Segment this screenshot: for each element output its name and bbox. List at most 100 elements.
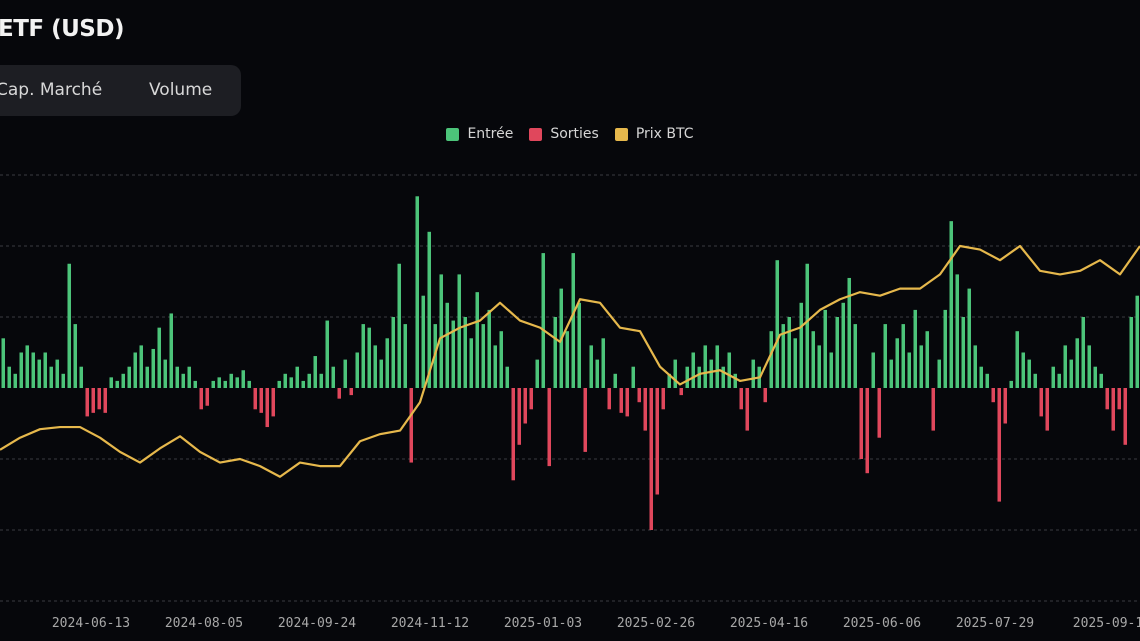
outflow-bar — [859, 388, 863, 459]
inflow-bar — [613, 373, 617, 388]
outflow-bar — [1123, 388, 1127, 445]
inflow-bar — [895, 338, 899, 388]
inflow-bar — [691, 352, 695, 388]
inflow-bar — [961, 317, 965, 388]
inflow-bar — [49, 366, 53, 388]
inflow-bar — [949, 221, 953, 388]
inflow-bar — [67, 263, 71, 388]
inflow-bar — [469, 338, 473, 388]
inflow-bar — [379, 359, 383, 388]
inflow-bar — [793, 338, 797, 388]
outflow-bar — [607, 388, 611, 410]
inflow-bar — [727, 352, 731, 388]
x-tick-label: 2025-07-29 — [956, 616, 1034, 631]
inflow-bar — [19, 352, 23, 388]
inflow-bar — [175, 366, 179, 388]
outflow-bar — [661, 388, 665, 410]
inflow-bar — [343, 359, 347, 388]
inflow-bar — [427, 231, 431, 388]
inflow-bar — [985, 373, 989, 388]
inflow-bar — [481, 324, 485, 388]
inflow-bar — [943, 309, 947, 388]
inflow-bar — [499, 331, 503, 388]
outflow-bar — [745, 388, 749, 431]
inflow-bar — [847, 277, 851, 388]
outflow-bar — [997, 388, 1001, 502]
inflow-bar — [589, 345, 593, 388]
outflow-bar — [931, 388, 935, 431]
outflow-bar — [517, 388, 521, 445]
outflow-bar — [583, 388, 587, 452]
inflow-bar — [889, 359, 893, 388]
inflow-bar — [295, 366, 299, 388]
inflow-bar — [1, 338, 5, 388]
inflow-bar — [709, 359, 713, 388]
outflow-bar — [259, 388, 263, 413]
legend-inflow[interactable]: Entrée — [446, 126, 513, 142]
inflow-bar — [475, 292, 479, 388]
inflow-bar — [313, 356, 317, 388]
inflow-bar — [187, 366, 191, 388]
inflow-bar — [127, 366, 131, 388]
inflow-bar — [1021, 352, 1025, 388]
x-tick-label: 2025-01-03 — [504, 616, 582, 631]
inflow-bar — [163, 359, 167, 388]
tab-market-cap[interactable]: Cap. Marché — [0, 80, 103, 100]
inflow-bar — [115, 380, 119, 388]
inflow-bar — [385, 338, 389, 388]
outflow-bar — [409, 388, 413, 463]
inflow-bar — [1033, 373, 1037, 388]
x-tick-label: 2025-06-06 — [843, 616, 921, 631]
outflow-bar — [739, 388, 743, 410]
inflow-bar — [553, 317, 557, 388]
inflow-bar — [415, 196, 419, 388]
inflow-bar — [403, 324, 407, 388]
outflow-swatch — [529, 127, 543, 141]
inflow-bar — [937, 359, 941, 388]
inflow-bar — [853, 324, 857, 388]
outflow-bar — [97, 388, 101, 410]
legend-outflow[interactable]: Sorties — [529, 126, 599, 142]
inflow-bar — [601, 338, 605, 388]
outflow-bar — [205, 388, 209, 406]
inflow-bar — [73, 324, 77, 388]
inflow-bar — [631, 366, 635, 388]
inflow-bar — [211, 380, 215, 388]
inflow-bar — [79, 366, 83, 388]
outflow-bar — [511, 388, 515, 481]
price-swatch — [614, 127, 628, 141]
inflow-bar — [13, 373, 17, 388]
inflow-bar — [121, 373, 125, 388]
inflow-bar — [1009, 380, 1013, 388]
outflow-bar — [643, 388, 647, 431]
inflow-bar — [1099, 373, 1103, 388]
legend-label: Sorties — [550, 126, 599, 142]
outflow-bar — [877, 388, 881, 438]
inflow-bar — [673, 359, 677, 388]
inflow-bar — [391, 317, 395, 388]
inflow-bar — [463, 317, 467, 388]
outflow-bar — [1045, 388, 1049, 431]
tab-volume[interactable]: Volume — [149, 80, 213, 100]
inflow-bar — [901, 324, 905, 388]
inflow-bar — [1087, 345, 1091, 388]
inflow-bar — [577, 302, 581, 388]
outflow-bar — [1003, 388, 1007, 424]
inflow-bar — [817, 345, 821, 388]
inflow-bar — [325, 320, 329, 388]
inflow-bar — [823, 309, 827, 388]
inflow-bar — [61, 373, 65, 388]
outflow-bar — [1117, 388, 1121, 410]
inflow-bar — [133, 352, 137, 388]
inflow-bar — [913, 309, 917, 388]
outflow-bar — [679, 388, 683, 396]
inflow-bar — [955, 274, 959, 388]
legend-label: Prix BTC — [635, 126, 694, 142]
legend-price[interactable]: Prix BTC — [614, 126, 694, 142]
inflow-bar — [841, 302, 845, 388]
inflow-bar — [973, 345, 977, 388]
inflow-bar — [835, 317, 839, 388]
inflow-bar — [541, 253, 545, 388]
inflow-bar — [445, 302, 449, 388]
inflow-bar — [7, 366, 11, 388]
